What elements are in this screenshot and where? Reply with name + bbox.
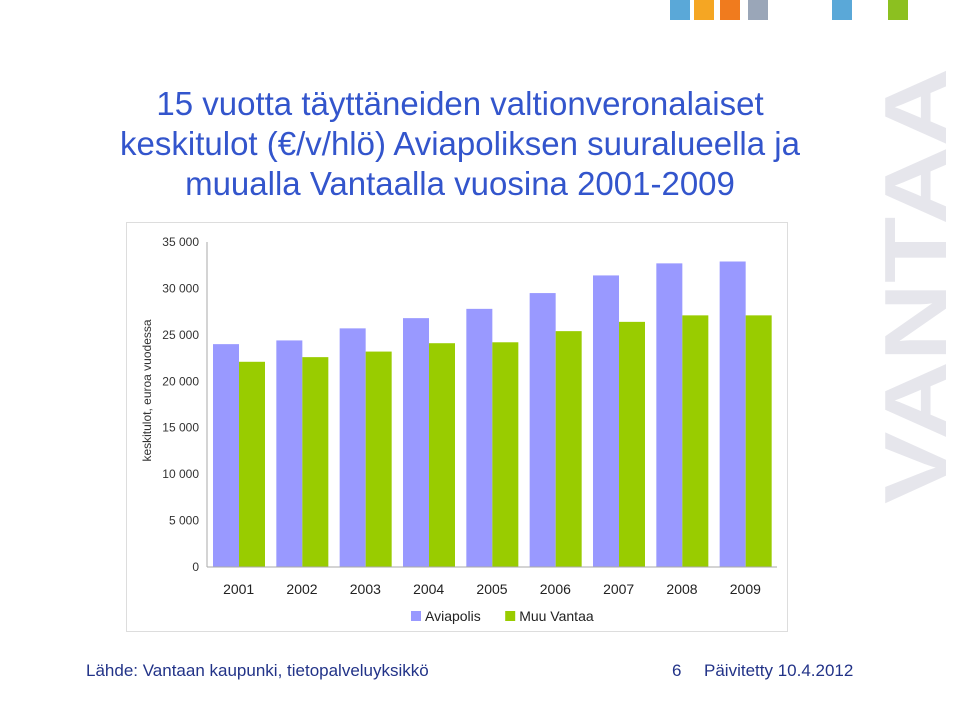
y-tick-label: 5 000 [169, 514, 199, 528]
vantaa-wordmark-logo: VANTAA [876, 68, 956, 504]
x-tick-label: 2001 [223, 581, 254, 597]
title-line-3: muualla Vantaalla vuosina 2001-2009 [185, 165, 735, 202]
title-line-2: keskitulot (€/v/hlö) Aviapoliksen suural… [120, 125, 800, 162]
bar-aviapolis-2003 [339, 328, 366, 567]
bar-muu-vantaa-2009 [745, 315, 772, 567]
x-tick-label: 2002 [286, 581, 317, 597]
brand-square-2 [694, 0, 714, 20]
legend-swatch [505, 611, 516, 621]
bar-muu-vantaa-2001 [239, 361, 265, 567]
brand-square-6 [888, 0, 908, 20]
y-tick-label: 35 000 [162, 235, 199, 249]
y-tick-label: 15 000 [162, 421, 199, 435]
bar-muu-vantaa-2008 [682, 315, 709, 567]
x-tick-label: 2005 [476, 581, 507, 597]
bar-aviapolis-2006 [529, 293, 556, 567]
y-tick-label: 20 000 [162, 374, 199, 388]
bar-aviapolis-2008 [656, 263, 683, 567]
y-tick-label: 25 000 [162, 328, 199, 342]
bar-aviapolis-2002 [276, 340, 303, 567]
y-tick-label: 0 [192, 560, 199, 574]
bar-chart: 0 5 000 10 000 15 000 20 000 25 000 30 000 35 0… [140, 235, 777, 624]
bar-aviapolis-2005 [466, 308, 493, 567]
y-tick-label: 30 000 [162, 281, 199, 295]
x-tick-label: 2007 [603, 581, 634, 597]
bar-muu-vantaa-2003 [365, 351, 392, 567]
bar-muu-vantaa-2004 [429, 343, 455, 567]
x-tick-label: 2006 [540, 581, 571, 597]
footer-updated-date: Päivitetty 10.4.2012 [704, 661, 854, 680]
footer-source: Lähde: Vantaan kaupunki, tietopalveluyks… [86, 661, 429, 680]
x-tick-label: 2004 [413, 581, 444, 597]
x-tick-label: 2008 [666, 581, 697, 597]
y-tick-label: 10 000 [162, 467, 199, 481]
x-tick-label: 2009 [730, 581, 761, 597]
legend-swatch [411, 611, 421, 621]
bar-aviapolis-2001 [213, 344, 239, 567]
bar-muu-vantaa-2005 [492, 342, 519, 567]
brand-square-3 [720, 0, 740, 20]
wordmark-text: VANTAA [876, 68, 956, 504]
y-axis-title: keskitulot, euroa vuodessa [140, 319, 154, 461]
title-line-1: 15 vuotta täyttäneiden valtionveronalais… [156, 85, 764, 122]
page-number: 6 [672, 661, 682, 680]
legend-label: Muu Vantaa [519, 608, 594, 624]
legend-label: Aviapolis [425, 608, 481, 624]
bar-aviapolis-2009 [719, 261, 746, 567]
page-title: 15 vuotta täyttäneiden valtionveronalais… [60, 84, 860, 204]
bar-muu-vantaa-2007 [619, 321, 645, 567]
x-tick-label: 2003 [350, 581, 381, 597]
bar-muu-vantaa-2006 [555, 331, 582, 567]
brand-square-4 [748, 0, 768, 20]
brand-square-1 [670, 0, 690, 20]
brand-square-5 [832, 0, 852, 20]
bar-muu-vantaa-2002 [302, 357, 329, 567]
chart-area: 0 5 000 10 000 15 000 20 000 25 000 30 000 35 0… [126, 222, 788, 632]
bar-aviapolis-2004 [403, 318, 429, 567]
bar-aviapolis-2007 [593, 275, 619, 567]
